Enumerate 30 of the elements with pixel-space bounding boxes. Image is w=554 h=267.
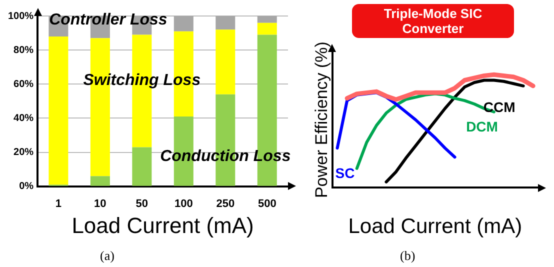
bar [257, 22, 277, 35]
series-label: Controller Loss [49, 11, 168, 28]
bar [90, 176, 110, 186]
bar [174, 16, 194, 32]
text: (b) [400, 248, 416, 264]
x-axis-title: Load Current (mA) [72, 212, 254, 238]
y-tick-label: 20% [14, 147, 34, 158]
y-tick-label: 0% [19, 181, 34, 192]
x-tick-label: 500 [258, 198, 276, 210]
bar [132, 147, 152, 186]
series-label: SC [335, 164, 355, 181]
y-axis-title: Power Efficiency (%) [312, 42, 331, 198]
x-axis-title: Load Current (mA) [348, 215, 522, 238]
series-label: DCM [466, 118, 498, 135]
x-tick-label: 250 [216, 198, 235, 210]
series-label: CCM [483, 98, 516, 115]
y-tick-label: 80% [14, 44, 34, 56]
x-tick-label: 1 [55, 198, 62, 210]
y-tick-label: 40% [14, 112, 34, 124]
bar [48, 36, 68, 185]
x-tick-label: 50 [136, 198, 148, 210]
bar [216, 30, 236, 94]
text: (a) [100, 248, 114, 264]
bar [257, 16, 277, 23]
y-tick-label: 100% [8, 10, 34, 22]
x-tick-label: 10 [94, 198, 106, 210]
bar [216, 16, 236, 30]
y-tick-label: 60% [14, 78, 34, 90]
x-tick-label: 100 [174, 198, 193, 210]
chart-title: Triple-Mode SIC Converter [352, 4, 514, 38]
